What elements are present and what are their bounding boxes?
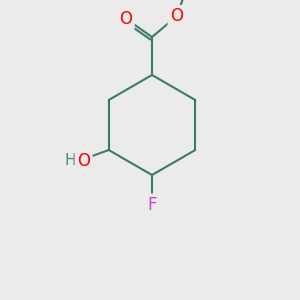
Text: O: O — [119, 10, 132, 28]
Text: F: F — [147, 196, 157, 214]
Text: O: O — [77, 152, 90, 170]
Text: O: O — [170, 8, 183, 26]
Text: H: H — [65, 153, 76, 168]
